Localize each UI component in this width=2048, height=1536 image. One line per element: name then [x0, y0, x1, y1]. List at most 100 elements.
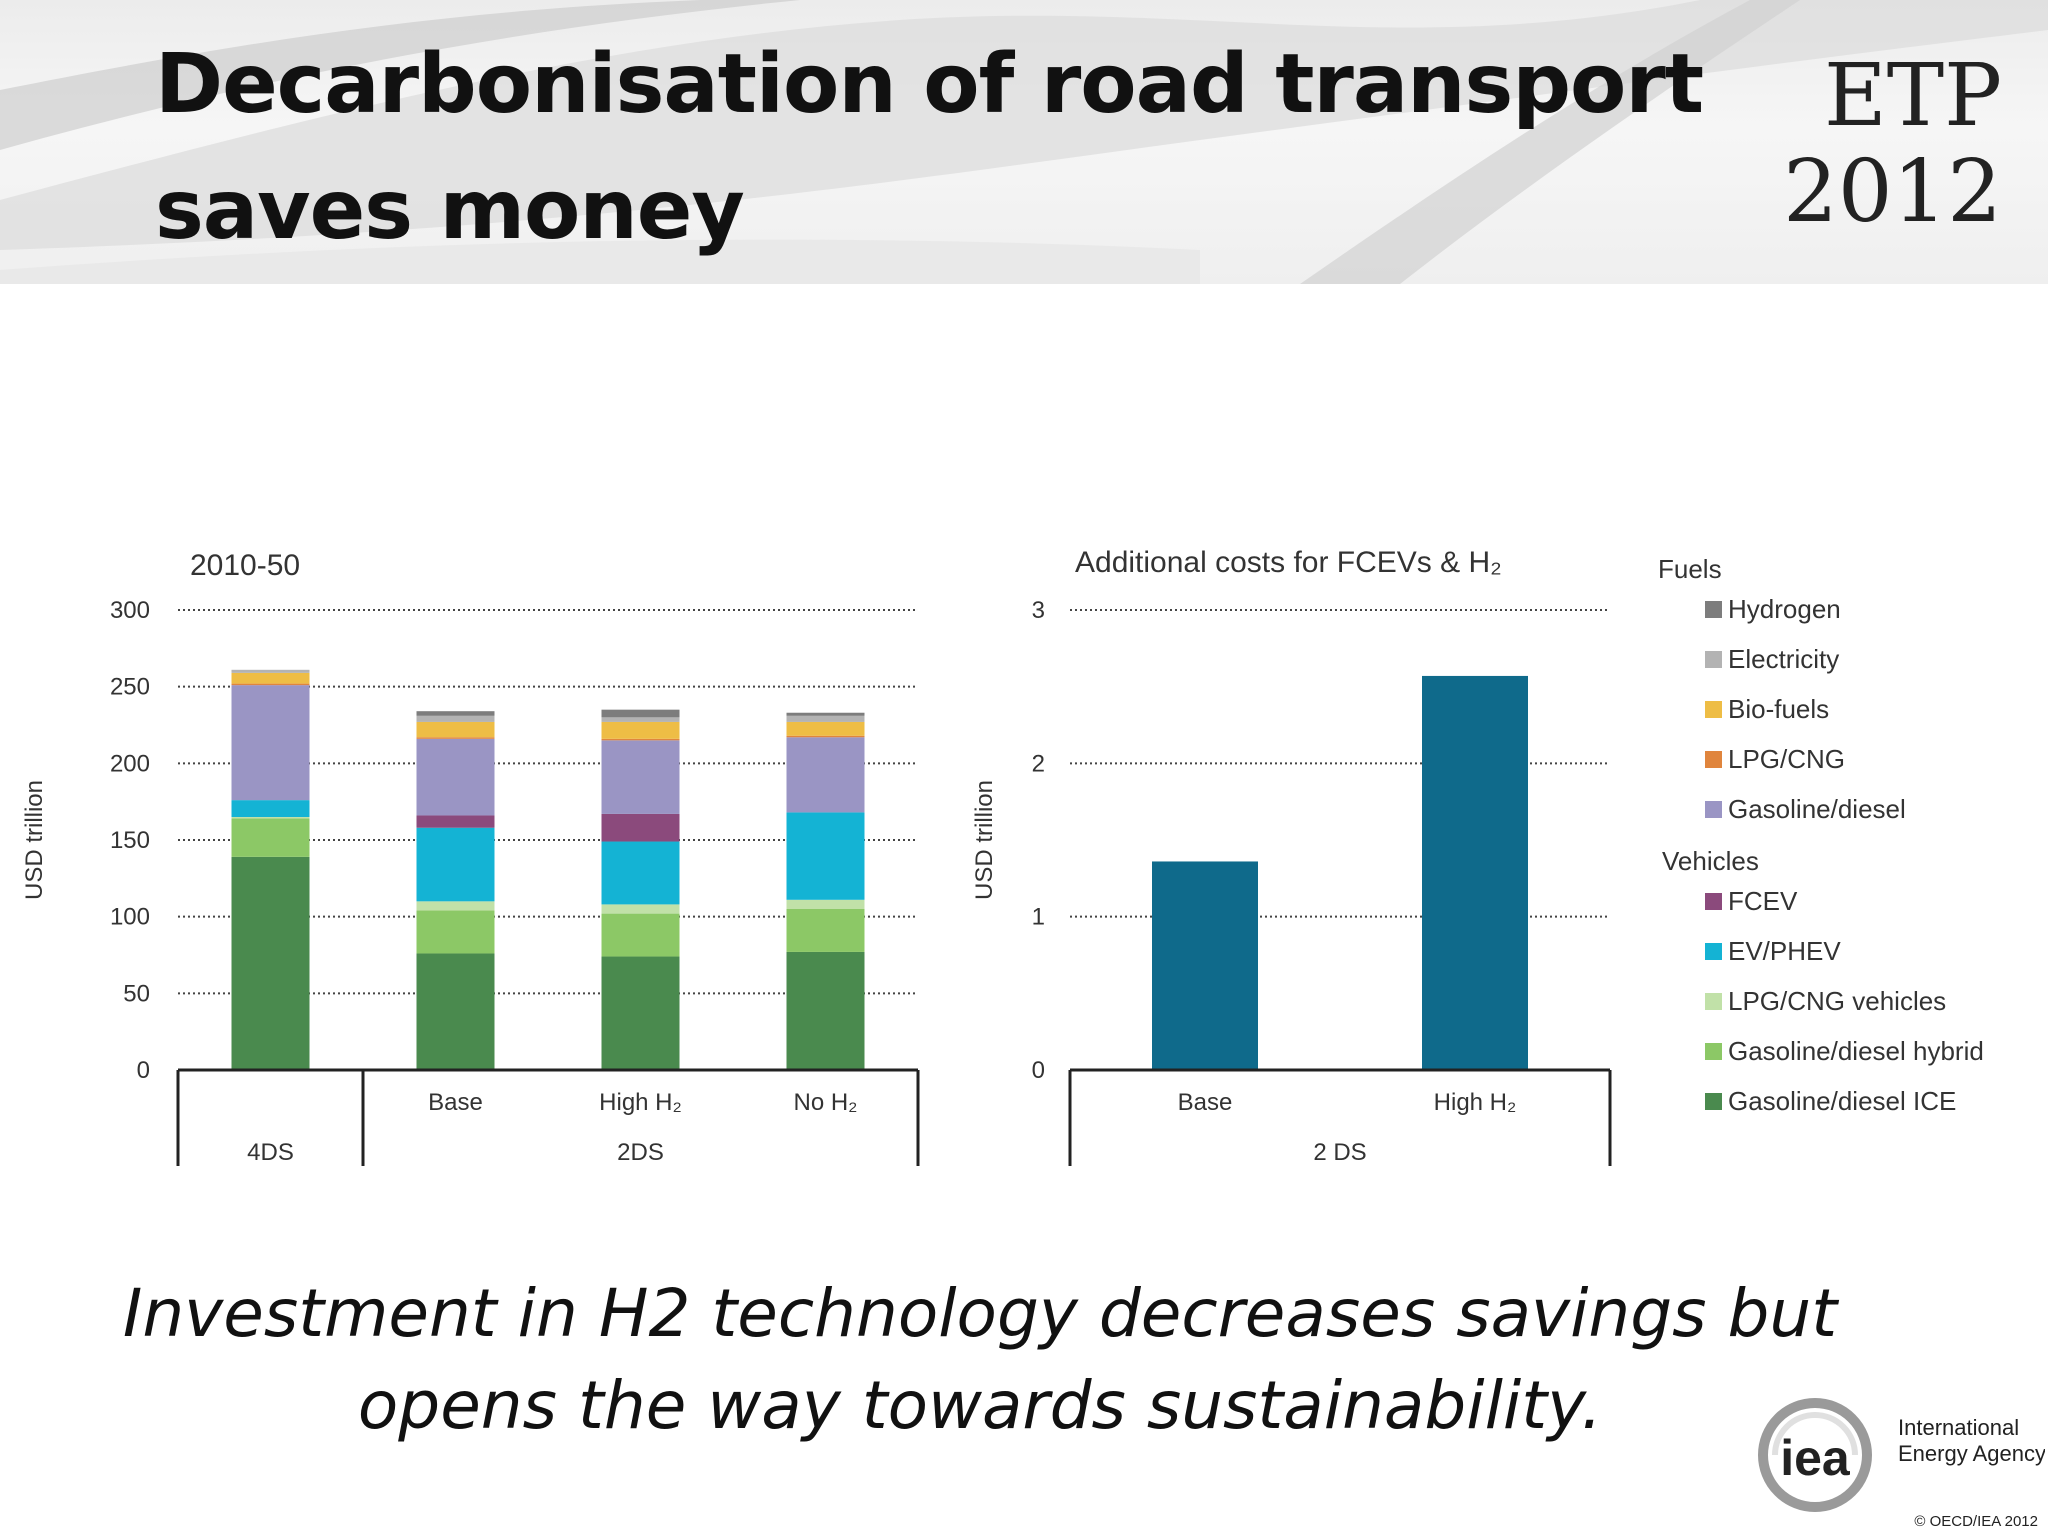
etp-logo-bottom: 2012 [1783, 142, 2002, 242]
chart1-group-label: 4DS [247, 1139, 294, 1166]
legend-swatch [1705, 893, 1722, 910]
chart1-bar-segment [416, 715, 495, 722]
chart1-bar-segment [601, 717, 680, 722]
chart2-y-axis-label: USD trillion [971, 780, 998, 900]
chart2-y-tick-label: 3 [1032, 597, 1045, 624]
chart1-bar-segment [786, 721, 865, 736]
caption-line-1: Investment in H2 technology decreases sa… [122, 1275, 1838, 1352]
chart1-bar-segment [786, 712, 865, 716]
legend-item-label: Gasoline/diesel ICE [1728, 1086, 1956, 1116]
chart1-bar-segment [601, 813, 680, 842]
chart1-bar-segment [601, 904, 680, 914]
chart1-bar-segment [786, 735, 865, 738]
chart1-bar-segment [601, 740, 680, 814]
chart1-bar-segment [416, 953, 495, 1070]
chart1-bar-segment [416, 827, 495, 902]
chart2-title: Additional costs for FCEVs & H₂ [1075, 546, 1502, 579]
legend-swatch [1705, 651, 1722, 668]
legend-swatch [1705, 601, 1722, 618]
iea-logo-mark: iea [1780, 1430, 1851, 1486]
legend-item-label: LPG/CNG vehicles [1728, 986, 1946, 1016]
legend-swatch [1705, 751, 1722, 768]
chart1-bar-segment [601, 956, 680, 1070]
chart1-bar-segment [231, 683, 310, 686]
chart1-y-tick-label: 250 [110, 674, 150, 701]
legend-swatch [1705, 1043, 1722, 1060]
chart2-y-tick-label: 2 [1032, 750, 1045, 777]
iea-logo: iea International Energy Agency [1755, 1395, 2046, 1515]
legend-item-label: FCEV [1728, 886, 1798, 916]
chart1-bar-segment [231, 818, 310, 857]
charts-figure: 2010-50 USD trillion 0 50 100 150 200 250 300 Bas… [21, 546, 1984, 1166]
legend-item-label: Bio-fuels [1728, 694, 1829, 724]
chart2-x-tick-label: Base [1178, 1089, 1233, 1116]
chart1-bar-segment [786, 909, 865, 952]
etp-logo: ETP 2012 [1783, 48, 2002, 240]
legend-item-label: Electricity [1728, 644, 1839, 674]
banner-swoosh-decoration [0, 0, 2048, 284]
etp-logo-top: ETP [1823, 46, 2002, 146]
legend-item-label: EV/PHEV [1728, 936, 1841, 966]
iea-logo-ring-icon [1758, 1398, 1872, 1512]
chart2-x-tick-label: High H₂ [1434, 1089, 1517, 1116]
chart1-y-tick-label: 50 [123, 980, 150, 1007]
chart1-y-axis-label: USD trillion [21, 780, 48, 900]
chart1-y-tick-label: 100 [110, 904, 150, 931]
chart1-bar-segment [231, 685, 310, 801]
chart1-bar-segment [231, 669, 310, 673]
chart1-bar-segment [601, 709, 680, 718]
legend-item-label: Gasoline/diesel [1728, 794, 1906, 824]
legend-swatch [1705, 701, 1722, 718]
chart1-bar-segment [231, 856, 310, 1070]
legend-swatch [1705, 801, 1722, 818]
chart1-bar-segment [231, 800, 310, 817]
legend-item-label: Gasoline/diesel hybrid [1728, 1036, 1984, 1066]
chart2-bar [1152, 861, 1258, 1070]
chart1-bar-segment [416, 711, 495, 716]
chart1-bar-segment [601, 721, 680, 739]
chart1-bar-segment [786, 737, 865, 813]
chart2-group-label: 2 DS [1313, 1139, 1366, 1166]
chart1-y-tick-label: 200 [110, 750, 150, 777]
slide-caption: Investment in H2 technology decreases sa… [80, 1268, 1880, 1452]
title-banner: Decarbonisation of road transport saves … [0, 0, 2048, 284]
legend-swatch [1705, 993, 1722, 1010]
chart2-y-tick-label: 0 [1032, 1057, 1045, 1084]
legend-vehicles-heading: Vehicles [1662, 846, 1759, 876]
chart2-y-tick-label: 1 [1032, 904, 1045, 931]
chart1-x-tick-label: No H₂ [794, 1089, 858, 1116]
chart1-bar-segment [786, 812, 865, 900]
slide-title: Decarbonisation of road transport saves … [155, 37, 1704, 258]
legend-item-label: Hydrogen [1728, 594, 1841, 624]
chart1-bar-segment [416, 737, 495, 739]
legend-item-label: LPG/CNG [1728, 744, 1845, 774]
chart1-bar-segment [416, 910, 495, 954]
chart1-x-tick-label: High H₂ [599, 1089, 682, 1116]
iea-name-line-2: Energy Agency [1898, 1441, 2045, 1466]
chart1-y-tick-label: 300 [110, 597, 150, 624]
caption-line-2: opens the way towards sustainability. [357, 1367, 1603, 1444]
chart1-x-tick-label: Base [428, 1089, 483, 1116]
chart1-bar-segment [601, 913, 680, 957]
chart1-bar-segment [231, 672, 310, 684]
chart1-bar-segment [416, 738, 495, 816]
legend-swatch [1705, 1093, 1722, 1110]
chart1-bar-segment [786, 951, 865, 1070]
chart1-title: 2010-50 [190, 549, 300, 582]
chart1-bar-segment [416, 901, 495, 911]
chart2-bar [1422, 675, 1528, 1070]
chart1-bar-segment [601, 841, 680, 905]
chart1-bar-segment [601, 738, 680, 741]
chart1-bar-segment [231, 817, 310, 819]
chart1-y-tick-label: 150 [110, 827, 150, 854]
chart1-bar-segment [786, 899, 865, 909]
chart1-y-tick-label: 0 [137, 1057, 150, 1084]
legend-swatch [1705, 943, 1722, 960]
chart1-bar-segment [416, 721, 495, 738]
chart1-bar-segment [786, 715, 865, 722]
copyright-notice: © OECD/IEA 2012 [1914, 1513, 2038, 1530]
chart1-bar-segment [416, 815, 495, 828]
chart1-group-label: 2DS [617, 1139, 664, 1166]
legend-fuels-heading: Fuels [1658, 554, 1722, 584]
iea-name-line-1: International [1898, 1415, 2019, 1440]
